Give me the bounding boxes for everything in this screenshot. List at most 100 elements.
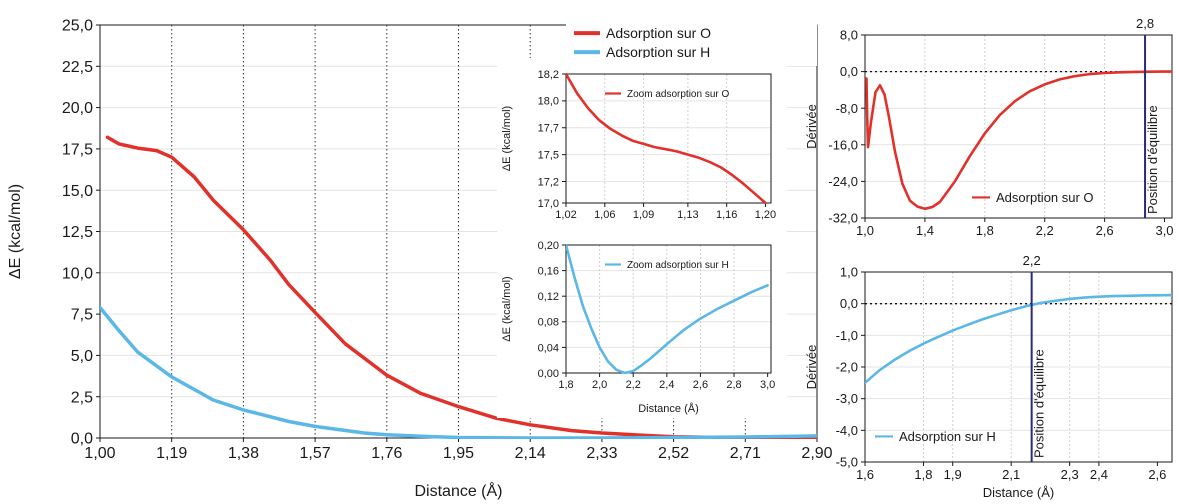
chart-deriv-o: -32,0 -24,0 -16,0 -8,0 0,0 8,0 1,0 1,4 1,8 2,2 2,6… — [804, 16, 1174, 238]
legend-label: Zoom adsorption sur O — [627, 89, 729, 100]
x-tick-label: 3,0 — [1155, 223, 1173, 238]
x-tick-label: 1,16 — [716, 209, 737, 221]
x-tick-label: 1,09 — [633, 209, 654, 221]
equilibrium-text: Position d'équilibre — [1032, 349, 1047, 458]
y-tick-label: -24,0 — [828, 174, 858, 189]
y-tick-label: 0,00 — [538, 368, 559, 380]
y-tick-label: -4,0 — [836, 423, 858, 438]
x-tick-label: 1,95 — [443, 445, 474, 462]
x-tick-label: 2,4 — [1090, 467, 1108, 482]
legend-label: Adsorption sur O — [606, 25, 711, 41]
y-tick-label: 8,0 — [840, 28, 858, 43]
plot-area — [865, 35, 1172, 218]
x-tick-label: 1,9 — [944, 467, 962, 482]
y-tick-label: -32,0 — [828, 211, 858, 226]
x-tick-label: 1,8 — [558, 379, 573, 391]
chart-inset-h: 0,00 0,04 0,08 0,12 0,16 0,20 1,8 2,0 2,2 2,4 2,6 2… — [501, 240, 775, 415]
y-tick-label: -5,0 — [836, 455, 858, 470]
y-tick-label: 12,5 — [62, 224, 93, 241]
y-axis-label: Dérivée — [804, 345, 819, 390]
y-axis-label: ΔE (kcal/mol) — [501, 276, 513, 341]
x-tick-label: 1,00 — [84, 445, 115, 462]
y-tick-label: 17,0 — [538, 198, 559, 210]
legend-label: Zoom adsorption sur H — [627, 260, 729, 271]
x-axis-label: Distance (Å) — [414, 481, 502, 500]
y-tick-label: 0,12 — [538, 291, 559, 303]
y-tick-label: 0,0 — [840, 64, 858, 79]
x-tick-label: 1,19 — [156, 445, 187, 462]
y-tick-label: -1,0 — [836, 328, 858, 343]
y-tick-label: 5,0 — [71, 348, 93, 365]
y-axis-label: ΔE (kcal/mol) — [501, 106, 513, 171]
equilibrium-value: 2,8 — [1136, 16, 1154, 31]
plot-area — [566, 245, 771, 373]
x-tick-label: 1,76 — [371, 445, 402, 462]
x-tick-label: 1,6 — [856, 467, 874, 482]
equilibrium-value: 2,2 — [1023, 253, 1041, 268]
y-tick-label: 22,5 — [62, 59, 93, 76]
chart-deriv-h: -5,0 -4,0 -3,0 -2,0 -1,0 0,0 1,0 1,6 1,8 1,9 2,1 2,… — [804, 253, 1173, 500]
x-tick-label: 1,4 — [916, 223, 934, 238]
x-tick-label: 2,6 — [1096, 223, 1114, 238]
legend-label: Adsorption sur H — [606, 44, 710, 60]
y-tick-label: 18,2 — [538, 69, 559, 81]
y-tick-label: 25,0 — [62, 18, 93, 35]
series-line — [566, 244, 769, 374]
y-tick-label: 17,7 — [538, 123, 559, 135]
series-line — [865, 70, 1172, 211]
y-tick-label: 2,5 — [71, 389, 93, 406]
series-line — [865, 293, 1172, 385]
x-tick-label: 2,14 — [515, 445, 546, 462]
chart-inset-o: 17,0 17,2 17,5 17,7 18,0 18,2 1,02 1,06 1,09 1,13… — [501, 69, 776, 221]
y-tick-label: 17,5 — [538, 149, 559, 161]
axis-frame — [565, 244, 772, 374]
y-axis-label: ΔE (kcal/mol) — [7, 184, 24, 279]
x-tick-label: 2,71 — [730, 445, 761, 462]
x-tick-label: 2,3 — [1061, 467, 1079, 482]
x-tick-label: 2,6 — [1148, 467, 1166, 482]
x-tick-label: 1,0 — [856, 223, 874, 238]
y-tick-label: 17,2 — [538, 176, 559, 188]
x-tick-label: 1,06 — [594, 209, 615, 221]
y-tick-label: 1,0 — [840, 265, 858, 280]
y-tick-label: 15,0 — [62, 183, 93, 200]
y-tick-label: -8,0 — [836, 101, 858, 116]
x-tick-label: 2,2 — [626, 379, 641, 391]
x-tick-label: 2,8 — [726, 379, 741, 391]
y-tick-label: 10,0 — [62, 265, 93, 282]
x-tick-label: 2,90 — [801, 445, 832, 462]
x-tick-label: 1,38 — [228, 445, 259, 462]
x-tick-label: 1,8 — [914, 467, 932, 482]
axis-frame — [864, 34, 1173, 219]
y-tick-label: 0,20 — [538, 240, 559, 252]
y-tick-label: 0,08 — [538, 317, 559, 329]
x-tick-label: 1,02 — [555, 209, 576, 221]
y-tick-label: 0,04 — [538, 342, 559, 354]
x-tick-label: 2,0 — [592, 379, 607, 391]
y-tick-label: -2,0 — [836, 360, 858, 375]
legend-label: Adsorption sur H — [899, 429, 996, 444]
x-tick-label: 3,0 — [760, 379, 775, 391]
x-tick-label: 1,8 — [976, 223, 994, 238]
y-tick-label: 18,0 — [538, 96, 559, 108]
series-line — [100, 305, 817, 439]
y-tick-label: -16,0 — [828, 137, 858, 152]
series-line — [566, 73, 767, 204]
y-axis-label: Dérivée — [804, 104, 819, 149]
legend-label: Adsorption sur O — [996, 190, 1094, 205]
axis-frame — [565, 73, 772, 204]
x-tick-label: 2,2 — [1036, 223, 1054, 238]
y-tick-label: 7,5 — [71, 307, 93, 324]
y-tick-label: 0,0 — [71, 431, 93, 448]
x-tick-label: 2,6 — [693, 379, 708, 391]
x-tick-label: 1,20 — [755, 209, 776, 221]
y-tick-label: 0,0 — [840, 296, 858, 311]
y-tick-label: 0,16 — [538, 265, 559, 277]
x-axis-label: Distance (Å) — [983, 485, 1055, 500]
x-tick-label: 2,52 — [658, 445, 689, 462]
y-tick-label: -3,0 — [836, 391, 858, 406]
x-tick-label: 2,33 — [586, 445, 617, 462]
x-tick-label: 1,57 — [300, 445, 331, 462]
x-tick-label: 2,1 — [1002, 467, 1020, 482]
